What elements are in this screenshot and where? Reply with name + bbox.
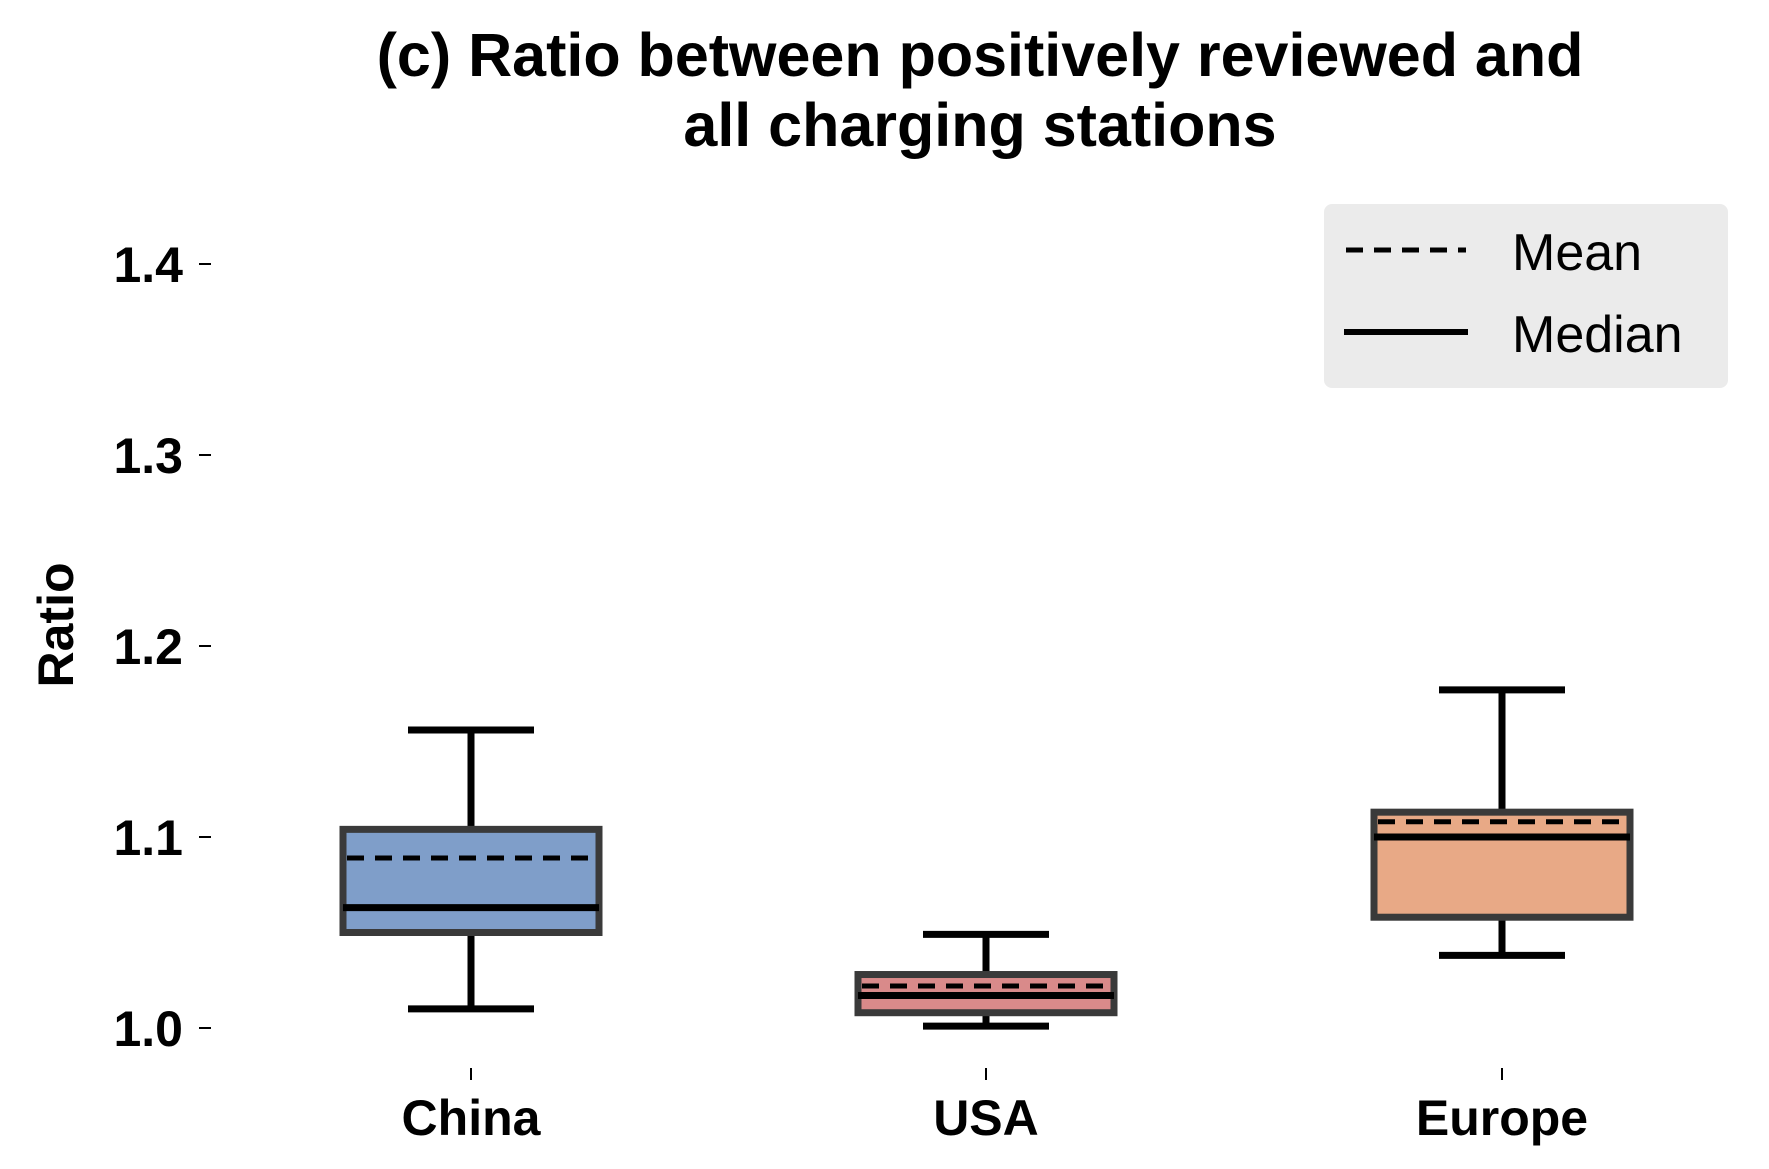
box-europe (1370, 686, 1634, 959)
legend-mean-label: Mean (1512, 224, 1642, 282)
y-tick-label: 1.0 (113, 1001, 183, 1057)
box-usa (854, 930, 1118, 1030)
y-tick-label: 1.1 (113, 810, 183, 866)
legend: Mean Median (1324, 204, 1728, 388)
y-tick-label: 1.2 (113, 619, 183, 675)
iqr-box (1370, 808, 1634, 921)
chart-title: (c) Ratio between positively reviewed an… (377, 21, 1584, 159)
x-axis: China USA Europe (402, 1068, 1588, 1146)
x-tick-label: China (402, 1090, 542, 1146)
legend-median-label: Median (1512, 306, 1683, 364)
box-series (339, 686, 1634, 1030)
iqr-box (339, 825, 603, 936)
x-tick-label: USA (933, 1090, 1039, 1146)
chart-title-line-2: all charging stations (683, 91, 1276, 159)
x-tick-label: Europe (1416, 1090, 1588, 1146)
y-tick-label: 1.4 (113, 237, 183, 293)
y-tick-label: 1.3 (113, 428, 183, 484)
legend-background (1324, 204, 1728, 388)
y-axis-label: Ratio (28, 563, 84, 688)
chart-title-line-1: (c) Ratio between positively reviewed an… (377, 21, 1584, 89)
y-axis: 1.0 1.1 1.2 1.3 1.4 (113, 237, 211, 1057)
box-china (339, 726, 603, 1013)
